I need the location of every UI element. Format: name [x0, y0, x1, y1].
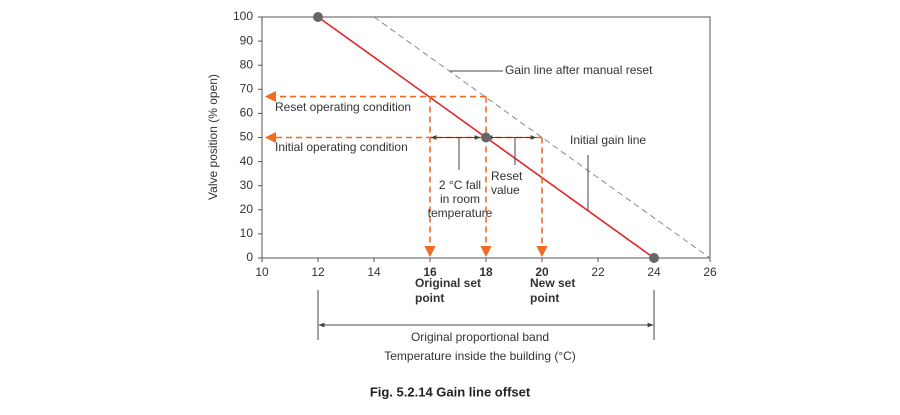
- x-tick-label: 10: [255, 265, 269, 279]
- y-tick-label: 30: [240, 178, 254, 192]
- x-tick-label: 20: [535, 265, 549, 279]
- x-axis-label: Temperature inside the building (°C): [384, 349, 576, 363]
- y-tick-label: 50: [240, 130, 254, 144]
- y-tick-label: 80: [240, 57, 254, 71]
- x-tick-label: 16: [423, 265, 437, 279]
- x-tick-label: 24: [647, 265, 661, 279]
- point: [649, 253, 659, 263]
- y-tick-label: 100: [233, 9, 253, 23]
- y-tick-label: 40: [240, 154, 254, 168]
- guide-label: New set: [530, 276, 575, 290]
- x-tick-label: 14: [367, 265, 381, 279]
- x-tick-label: 26: [703, 265, 717, 279]
- span-label: value: [491, 183, 520, 197]
- y-tick-label: 70: [240, 81, 254, 95]
- point: [481, 132, 491, 143]
- span-label: Reset: [491, 169, 523, 183]
- span-label: 2 °C fall: [439, 178, 481, 192]
- series-label: Initial gain line: [570, 133, 646, 147]
- x-tick-label: 18: [479, 265, 493, 279]
- guide-label: Reset operating condition: [275, 100, 411, 114]
- y-tick-label: 20: [240, 202, 254, 216]
- y-tick-label: 60: [240, 106, 254, 120]
- span-label: in room: [440, 192, 480, 206]
- x-tick-label: 22: [591, 265, 605, 279]
- span-label: temperature: [428, 206, 493, 220]
- guide-label: Initial operating condition: [275, 140, 408, 154]
- series-label: Gain line after manual reset: [505, 63, 653, 77]
- y-axis-label: Valve position (% open): [206, 74, 220, 200]
- guide-label: Original set: [415, 276, 481, 290]
- gain-line: [373, 16, 711, 259]
- y-tick-label: 90: [240, 33, 254, 47]
- y-tick-label: 10: [240, 226, 254, 240]
- figure-caption: Fig. 5.2.14 Gain line offset: [370, 384, 531, 399]
- y-tick-label: 0: [246, 250, 253, 264]
- guide-label: point: [415, 291, 444, 305]
- guide-label: point: [530, 291, 559, 305]
- x-tick-label: 12: [311, 265, 325, 279]
- point: [313, 12, 323, 22]
- span-label: Original proportional band: [411, 330, 549, 344]
